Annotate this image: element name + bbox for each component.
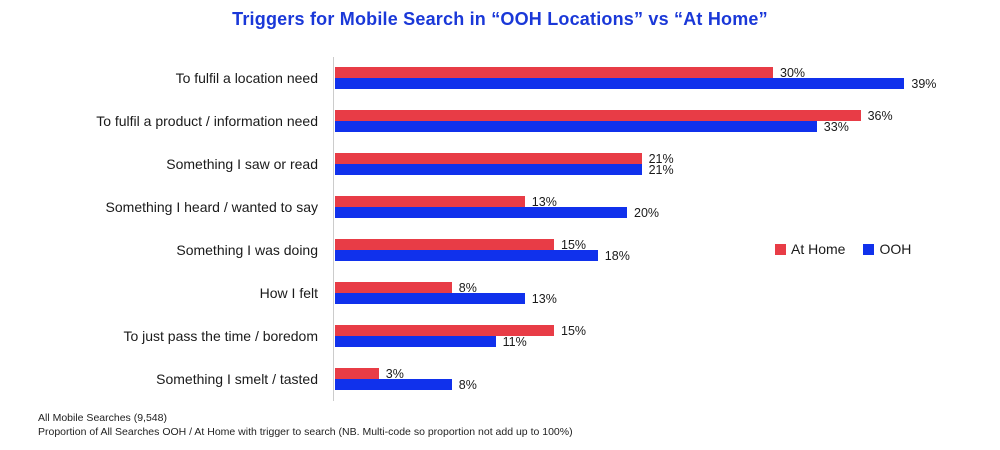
bar-value-label: 11% [502, 334, 527, 349]
bar-line: 36% [335, 108, 893, 123]
bar-ooh [335, 379, 452, 390]
bar-line: 18% [335, 248, 630, 263]
category-label: Something I heard / wanted to say [105, 199, 318, 215]
bar-line: 30% [335, 65, 936, 80]
bar-line: 33% [335, 119, 893, 134]
bar-value-label: 15% [561, 237, 587, 252]
bar-at-home [335, 110, 861, 121]
footnotes: All Mobile Searches (9,548) Proportion o… [38, 411, 573, 439]
legend-item-at-home: At Home [775, 241, 845, 257]
bar-line: 15% [335, 237, 630, 252]
bar-value-label: 30% [780, 65, 806, 80]
bar-line: 8% [335, 377, 477, 392]
bar-at-home [335, 282, 452, 293]
chart-title: Triggers for Mobile Search in “OOH Locat… [232, 9, 768, 29]
bar-line: 15% [335, 323, 587, 338]
category-label: To just pass the time / boredom [123, 328, 318, 344]
bar-value-label: 13% [531, 291, 557, 306]
bar-value-label: 8% [458, 377, 477, 392]
legend-swatch-at-home [775, 243, 786, 255]
legend: At Home OOH [775, 241, 911, 257]
footnote-sample: All Mobile Searches (9,548) [38, 412, 167, 424]
bar-value-label: 36% [867, 108, 893, 123]
bar-at-home [335, 239, 554, 250]
bar-value-label: 3% [385, 366, 404, 381]
bar-ooh [335, 164, 642, 175]
y-axis-line [333, 57, 334, 401]
bar-line: 20% [335, 205, 660, 220]
bar-line: 21% [335, 162, 674, 177]
bar-ooh [335, 250, 598, 261]
bar-at-home [335, 196, 525, 207]
bar-ooh [335, 336, 496, 347]
bar-group: 13% 20% [335, 194, 660, 220]
chart-row: Something I saw or read 21% 21% [0, 143, 1000, 186]
bar-line: 13% [335, 194, 659, 209]
bar-value-label: 21% [648, 162, 674, 177]
bar-line: 13% [335, 291, 557, 306]
footnote-method: Proportion of All Searches OOH / At Home… [38, 426, 573, 438]
chart-row: How I felt 8% 13% [0, 272, 1000, 315]
category-label: Something I smelt / tasted [156, 371, 318, 387]
legend-swatch-ooh [863, 243, 875, 255]
category-label: Something I saw or read [166, 156, 318, 172]
bar-group: 21% 21% [335, 151, 674, 177]
bar-value-label: 33% [823, 119, 849, 134]
bar-at-home [335, 368, 379, 379]
legend-label-ooh: OOH [879, 241, 912, 257]
bar-at-home [335, 325, 554, 336]
bar-at-home [335, 67, 773, 78]
bar-group: 8% 13% [335, 280, 557, 306]
category-label: Something I was doing [176, 242, 318, 258]
chart-row: To just pass the time / boredom 15% 11% [0, 315, 1000, 358]
category-label: To fulfil a location need [175, 70, 318, 86]
bar-line: 11% [335, 334, 586, 349]
bar-group: 15% 11% [335, 323, 587, 349]
category-label: How I felt [259, 285, 318, 301]
chart-row: Something I smelt / tasted 3% 8% [0, 358, 1000, 401]
bar-value-label: 8% [458, 280, 477, 295]
bar-ooh [335, 293, 525, 304]
bar-ooh [335, 121, 817, 132]
legend-label-at-home: At Home [791, 241, 846, 257]
bar-line: 8% [335, 280, 557, 295]
bar-ooh [335, 78, 905, 89]
chart-row: Something I was doing 15% 18% [0, 229, 1000, 272]
bar-value-label: 21% [648, 151, 674, 166]
chart-row: To fulfil a product / information need 36… [0, 100, 1000, 143]
bar-at-home [335, 153, 642, 164]
bar-value-label: 13% [531, 194, 557, 209]
chart-rows: To fulfil a location need 30% 39% To fulfil… [0, 57, 1000, 401]
bar-group: 15% 18% [335, 237, 630, 263]
bar-line: 21% [335, 151, 674, 166]
bar-group: 36% 33% [335, 108, 893, 134]
bar-value-label: 18% [604, 248, 630, 263]
bar-group: 30% 39% [335, 65, 937, 91]
chart-row: To fulfil a location need 30% 39% [0, 57, 1000, 100]
bar-line: 3% [335, 366, 477, 381]
bar-value-label: 15% [561, 323, 587, 338]
bar-group: 3% 8% [335, 366, 477, 392]
bar-line: 39% [335, 76, 937, 91]
bar-value-label: 20% [634, 205, 660, 220]
bar-ooh [335, 207, 627, 218]
chart-row: Something I heard / wanted to say 13% 20% [0, 186, 1000, 229]
bar-value-label: 39% [911, 76, 937, 91]
category-label: To fulfil a product / information need [96, 113, 318, 129]
legend-item-ooh: OOH [863, 241, 911, 257]
